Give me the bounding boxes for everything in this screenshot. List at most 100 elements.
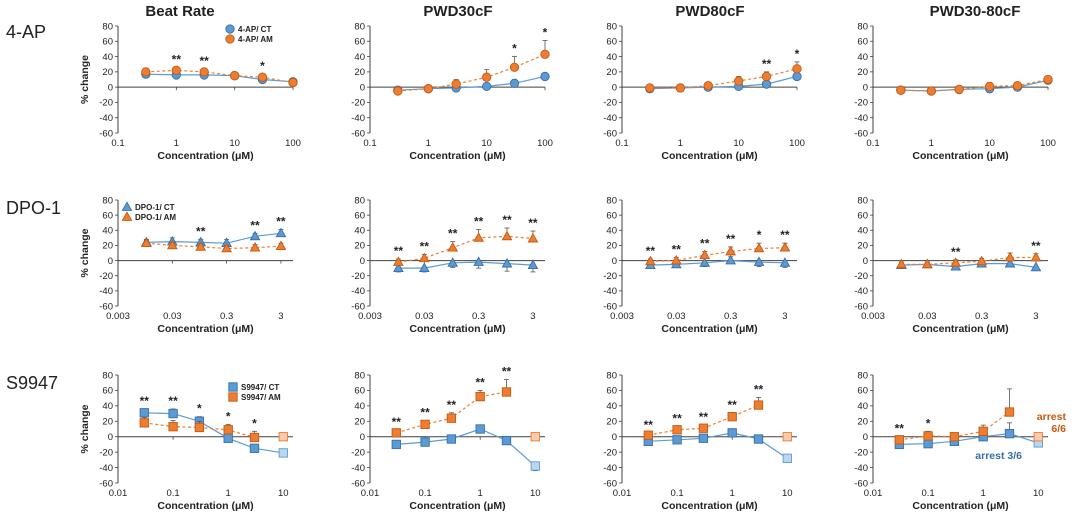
ct-point — [753, 434, 764, 444]
am-point — [393, 86, 403, 96]
x-tick-label: 0.01 — [613, 488, 632, 499]
am-point — [725, 245, 737, 256]
x-tick-label: 1 — [929, 138, 934, 149]
legend-marker — [121, 211, 133, 221]
x-tick-label: 0.003 — [106, 311, 130, 322]
y-tick-label: 40 — [354, 226, 365, 237]
significance-mark: ** — [728, 398, 738, 412]
am-point — [949, 432, 960, 442]
am-point — [447, 241, 459, 252]
ct-point — [249, 443, 260, 453]
x-tick-label: 10 — [481, 138, 492, 149]
y-tick-label: -40 — [603, 113, 617, 124]
ct-point — [530, 461, 540, 471]
x-axis-label: Concentration (μM) — [409, 323, 505, 335]
ct-point — [501, 435, 512, 446]
y-tick-label: 20 — [354, 67, 365, 78]
ct-point — [727, 428, 737, 438]
x-tick-label: 1 — [478, 488, 483, 499]
x-tick-label: 10 — [733, 138, 744, 149]
ct-point — [473, 256, 485, 266]
y-tick-label: -60 — [854, 301, 868, 312]
am-point — [670, 254, 682, 265]
y-tick-label: 80 — [606, 370, 617, 381]
significance-mark: ** — [951, 245, 961, 259]
series-line — [901, 263, 1036, 268]
column-title: Beat Rate — [145, 3, 214, 20]
y-tick-label: 0 — [108, 432, 113, 443]
am-point — [288, 77, 298, 88]
x-tick-label: 10 — [229, 138, 240, 149]
y-tick-label: 60 — [102, 210, 113, 221]
significance-mark: ** — [672, 243, 682, 257]
y-tick-label: 20 — [857, 241, 868, 252]
significance-mark: ** — [646, 244, 656, 258]
y-tick-label: 40 — [606, 401, 617, 412]
x-tick-label: 0.1 — [363, 138, 376, 149]
x-tick-label: 3 — [278, 311, 283, 322]
y-tick-label: 60 — [354, 37, 365, 48]
am-point — [530, 432, 540, 442]
am-point — [643, 430, 653, 440]
am-point — [199, 67, 209, 77]
series-line — [398, 261, 533, 269]
series-line — [145, 69, 294, 84]
y-tick-label: 0 — [360, 432, 365, 443]
y-tick-label: 40 — [857, 226, 868, 237]
y-tick-label: -40 — [99, 113, 113, 124]
y-tick-label: 80 — [102, 370, 113, 381]
significance-mark: * — [795, 47, 800, 61]
x-tick-label: 1 — [678, 138, 683, 149]
am-point — [446, 413, 457, 423]
am-point — [1033, 432, 1043, 442]
x-tick-label: 0.3 — [220, 311, 233, 322]
y-tick-label: -20 — [603, 271, 617, 282]
am-point — [257, 72, 268, 82]
series-line — [145, 73, 294, 83]
y-tick-label: 0 — [612, 256, 617, 267]
ct-point — [482, 81, 492, 92]
y-tick-label: 60 — [857, 210, 868, 221]
am-point — [926, 86, 936, 96]
ct-point — [779, 257, 791, 267]
am-point — [141, 237, 152, 248]
ct-point — [168, 408, 178, 419]
y-tick-label: 60 — [102, 386, 113, 397]
am-point — [139, 418, 149, 428]
y-tick-label: 80 — [857, 195, 868, 206]
arrest-annotation: arrest 3/6 — [975, 450, 1022, 462]
x-axis-label: Concentration (μM) — [157, 500, 253, 512]
significance-mark: ** — [754, 382, 764, 396]
y-tick-label: 0 — [612, 82, 617, 93]
significance-mark: ** — [726, 232, 736, 246]
x-tick-label: 1 — [426, 138, 431, 149]
series-line — [650, 247, 785, 262]
legend-entry: DPO-1/ CT — [135, 203, 175, 212]
chart-panel: -60 -40 -20 0 20 40 60 80 0.1 1 10 100 Concentration… — [603, 21, 805, 162]
significance-mark: * — [260, 59, 265, 73]
am-point — [194, 422, 205, 433]
x-axis-label: Concentration (μM) — [157, 150, 253, 162]
ct-point — [792, 71, 802, 82]
y-axis-label: % change — [79, 404, 91, 453]
am-point — [473, 232, 485, 242]
legend-marker — [228, 382, 238, 392]
chart-panel: -60 -40 -20 0 20 40 60 80 0.1 1 10 100 Concentration… — [79, 21, 301, 162]
y-tick-label: -60 — [99, 478, 113, 489]
am-point — [792, 64, 802, 74]
y-tick-label: 20 — [857, 417, 868, 428]
significance-mark: * — [926, 416, 931, 430]
y-tick-label: 40 — [354, 401, 365, 412]
ct-point — [223, 433, 233, 443]
y-tick-label: 0 — [863, 432, 868, 443]
y-tick-label: 20 — [857, 67, 868, 78]
y-tick-label: -60 — [351, 478, 365, 489]
significance-mark: ** — [644, 418, 654, 432]
ct-point — [501, 257, 513, 268]
y-tick-label: -20 — [854, 447, 868, 458]
am-point — [753, 400, 764, 410]
ct-point — [672, 435, 682, 445]
y-tick-label: 0 — [863, 82, 868, 93]
series-line — [1009, 433, 1039, 444]
significance-mark: ** — [172, 52, 182, 66]
